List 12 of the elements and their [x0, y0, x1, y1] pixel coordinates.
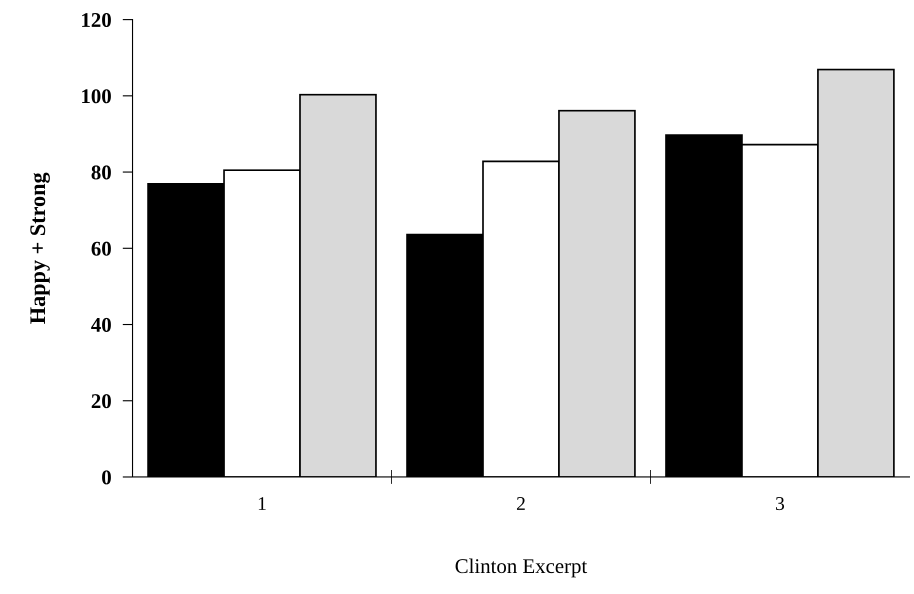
y-tick-label: 100 — [82, 89, 111, 104]
x-axis-title: Clinton Excerpt — [456, 558, 588, 578]
y-tick-label: 0 — [102, 470, 111, 484]
y-tick-label: 80 — [92, 165, 111, 180]
y-axis-title: Happy + Strong — [30, 172, 50, 324]
x-tick-label: 3 — [776, 497, 784, 510]
y-tick-label: 120 — [82, 12, 111, 28]
x-tick-label: 1 — [258, 497, 266, 510]
x-tick-label: 2 — [516, 497, 525, 510]
y-tick-label: 60 — [92, 242, 111, 256]
y-tick-label: 40 — [91, 318, 111, 332]
y-tick-label: 20 — [92, 394, 111, 408]
